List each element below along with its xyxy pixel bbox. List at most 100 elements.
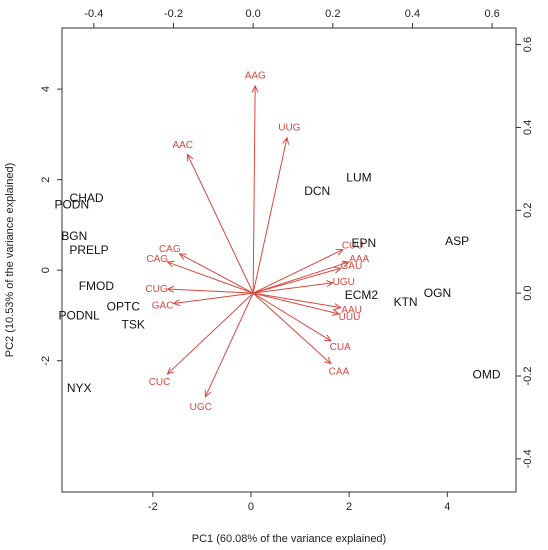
top-tick-label: 0.6 xyxy=(484,8,499,20)
observation-label: FMOD xyxy=(79,279,115,293)
right-tick-label: -0.4 xyxy=(522,449,534,468)
y-axis-label: PC2 (10.53% of the variance explained) xyxy=(4,163,16,357)
loading-label: CAG xyxy=(159,244,181,255)
observation-label: BGN xyxy=(61,229,87,243)
y-tick-label: -2 xyxy=(40,356,52,366)
observation-label: OGN xyxy=(424,286,451,300)
top-tick-label: 0.4 xyxy=(405,8,420,20)
loading-label: CAG xyxy=(146,254,168,265)
loading-label: AAG xyxy=(245,71,266,82)
loading-label: UUU xyxy=(339,312,361,323)
loading-arrow xyxy=(186,153,254,294)
left-axis: -2 0 2 4 xyxy=(40,86,62,366)
loading-arrow xyxy=(253,266,342,294)
loading-arrow xyxy=(252,136,290,294)
arrow-shaft xyxy=(252,292,332,364)
arrow-head xyxy=(166,285,175,293)
arrow-head xyxy=(166,367,175,375)
arrow-head xyxy=(333,303,342,311)
loading-arrow xyxy=(253,260,350,294)
loading-label: AAU xyxy=(341,305,362,316)
arrow-shaft xyxy=(253,261,349,294)
loading-arrow xyxy=(252,249,344,294)
loading-label: CUU xyxy=(342,240,364,251)
top-tick-label: -0.2 xyxy=(164,8,183,20)
arrow-shaft xyxy=(252,249,343,294)
arrow-shaft xyxy=(204,292,254,397)
loading-label: UGC xyxy=(190,402,212,413)
right-axis: -0.4 -0.2 0.0 0.2 0.4 0.6 xyxy=(516,37,534,468)
observation-label: ASP xyxy=(445,234,469,248)
observation-label: PODNL xyxy=(59,308,101,322)
right-tick-label: 0.2 xyxy=(522,203,534,218)
loading-label: AAA xyxy=(349,254,369,265)
loading-arrow xyxy=(166,260,254,294)
arrow-head xyxy=(251,84,259,93)
arrow-head xyxy=(335,249,344,256)
arrow-head xyxy=(178,253,187,260)
arrow-head xyxy=(331,309,340,316)
plot-frame xyxy=(61,27,517,493)
loading-label: CUG xyxy=(145,284,167,295)
arrow-shaft xyxy=(167,261,254,294)
arrow-shaft xyxy=(186,154,254,294)
top-axis: -0.4 -0.2 0.0 0.2 0.4 0.6 xyxy=(84,8,500,28)
observation-label: ECM2 xyxy=(345,288,379,302)
loading-label: AAC xyxy=(172,140,193,151)
arrow-head xyxy=(204,389,212,398)
arrow-shaft xyxy=(173,292,254,304)
arrow-head xyxy=(326,280,334,288)
observation-label: KTN xyxy=(394,295,418,309)
arrow-shaft xyxy=(253,282,333,294)
loading-label: UGU xyxy=(333,277,355,288)
observation-label: CHAD xyxy=(70,191,104,205)
y-tick-label: 4 xyxy=(40,86,52,92)
loading-arrow xyxy=(178,253,254,294)
observation-label: DCN xyxy=(304,184,330,198)
observation-label: NYX xyxy=(67,381,92,395)
loading-label: CAA xyxy=(329,366,350,377)
arrow-shaft xyxy=(253,292,341,309)
right-tick-label: -0.2 xyxy=(522,367,534,386)
x-axis-label: PC1 (60.08% of the variance explained) xyxy=(192,533,386,545)
x-tick-label: -2 xyxy=(148,501,158,513)
loading-label: GAU xyxy=(341,261,363,272)
loading-label: CUA xyxy=(330,342,351,353)
loading-arrow xyxy=(253,280,334,294)
loading-arrow xyxy=(166,292,254,375)
arrow-head xyxy=(341,260,350,268)
arrow-shaft xyxy=(167,288,254,294)
loading-arrow xyxy=(253,292,340,316)
loading-arrow xyxy=(166,285,254,294)
arrow-head xyxy=(323,334,332,342)
loading-arrow xyxy=(253,292,342,311)
arrow-head xyxy=(186,153,194,162)
loading-arrows xyxy=(166,84,350,398)
arrow-head xyxy=(172,299,181,307)
top-tick-label: -0.4 xyxy=(84,8,103,20)
observation-label: PODN xyxy=(54,198,89,212)
top-tick-label: 0.2 xyxy=(325,8,340,20)
loading-label: UUG xyxy=(278,123,300,134)
arrow-head xyxy=(323,356,332,365)
loading-arrow xyxy=(251,84,259,294)
arrow-head xyxy=(166,260,175,268)
loading-label: CUC xyxy=(149,377,171,388)
arrow-shaft xyxy=(252,137,288,294)
loading-arrow xyxy=(252,292,332,365)
observation-label: LUM xyxy=(346,170,371,184)
arrow-shaft xyxy=(252,292,332,342)
loading-arrow xyxy=(204,292,254,398)
right-tick-label: 0.6 xyxy=(522,37,534,52)
observation-label: OPTC xyxy=(107,299,141,313)
observation-label: OMD xyxy=(473,367,501,381)
loading-arrow xyxy=(252,292,332,342)
right-tick-label: 0.4 xyxy=(522,120,534,135)
right-tick-label: 0.0 xyxy=(522,285,534,300)
arrow-shaft xyxy=(253,267,341,294)
y-tick-label: 2 xyxy=(40,177,52,183)
arrow-shaft xyxy=(179,253,254,294)
